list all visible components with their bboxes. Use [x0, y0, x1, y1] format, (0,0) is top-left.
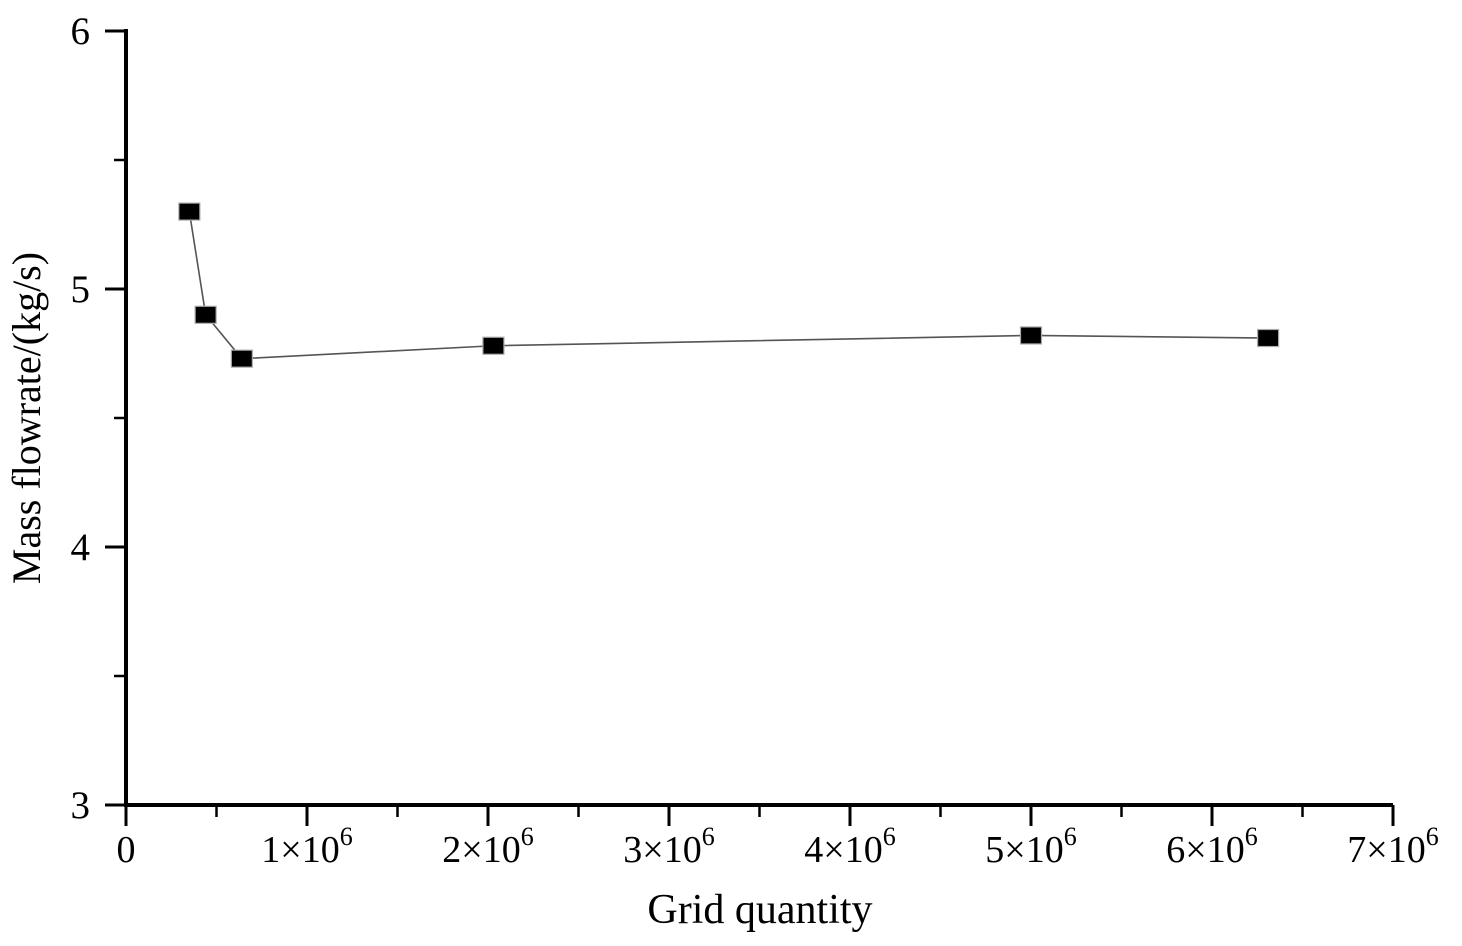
x-tick-label: 0 [117, 829, 136, 871]
data-point-marker [1257, 328, 1280, 348]
y-tick-label: 3 [71, 784, 91, 827]
x-tick-label: 1×106 [261, 822, 352, 871]
x-tick-label: 7×106 [1347, 822, 1438, 871]
data-point-marker [230, 349, 253, 368]
y-axis-title: Mass flowrate/(kg/s) [4, 252, 49, 584]
data-point-marker [1019, 326, 1043, 345]
data-point-marker [194, 305, 217, 324]
y-tick-label: 5 [71, 268, 91, 311]
data-series-layer [178, 202, 1280, 368]
y-tick-label: 4 [71, 526, 91, 569]
data-series-line [188, 211, 1269, 360]
x-tick-label: 3×106 [623, 822, 714, 871]
x-tick-label: 5×106 [985, 822, 1076, 871]
ticks-layer: 0 1×106 2×106 3×106 4×106 5×106 6×106 7×106 3 4 5 6 [71, 10, 1439, 871]
y-tick-label: 6 [71, 10, 91, 53]
data-point-marker [178, 202, 201, 221]
x-tick-label: 6×106 [1166, 822, 1257, 871]
x-tick-label: 4×106 [804, 822, 895, 871]
x-axis-title: Grid quantity [647, 887, 872, 933]
data-point-marker [482, 336, 505, 355]
x-tick-label: 2×106 [442, 822, 533, 871]
